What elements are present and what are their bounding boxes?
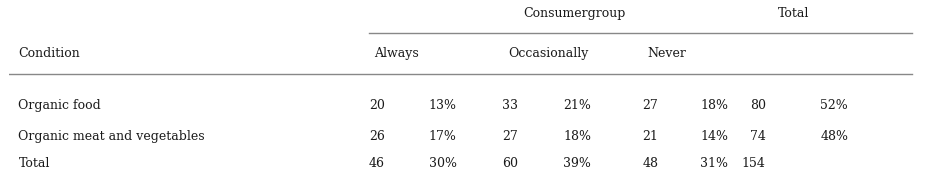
Text: 27: 27 bbox=[643, 99, 658, 112]
Text: 60: 60 bbox=[502, 157, 518, 170]
Text: 20: 20 bbox=[369, 99, 385, 112]
Text: 30%: 30% bbox=[429, 157, 457, 170]
Text: Organic meat and vegetables: Organic meat and vegetables bbox=[19, 130, 205, 143]
Text: 31%: 31% bbox=[700, 157, 728, 170]
Text: Total: Total bbox=[19, 157, 50, 170]
Text: 154: 154 bbox=[742, 157, 765, 170]
Text: 27: 27 bbox=[502, 130, 518, 143]
Text: 21%: 21% bbox=[564, 99, 591, 112]
Text: 48%: 48% bbox=[820, 130, 848, 143]
Text: 46: 46 bbox=[369, 157, 385, 170]
Text: 80: 80 bbox=[750, 99, 765, 112]
Text: 52%: 52% bbox=[820, 99, 848, 112]
Text: 18%: 18% bbox=[700, 99, 728, 112]
Text: Condition: Condition bbox=[19, 47, 80, 60]
Text: 39%: 39% bbox=[564, 157, 591, 170]
Text: 18%: 18% bbox=[564, 130, 591, 143]
Text: Occasionally: Occasionally bbox=[509, 47, 589, 60]
Text: Never: Never bbox=[647, 47, 686, 60]
Text: Organic food: Organic food bbox=[19, 99, 101, 112]
Text: 33: 33 bbox=[502, 99, 518, 112]
Text: 21: 21 bbox=[643, 130, 658, 143]
Text: Consumergroup: Consumergroup bbox=[524, 7, 626, 20]
Text: Total: Total bbox=[777, 7, 809, 20]
Text: 74: 74 bbox=[750, 130, 765, 143]
Text: 26: 26 bbox=[369, 130, 385, 143]
Text: 13%: 13% bbox=[429, 99, 457, 112]
Text: 14%: 14% bbox=[700, 130, 728, 143]
Text: 17%: 17% bbox=[429, 130, 457, 143]
Text: Always: Always bbox=[374, 47, 418, 60]
Text: 48: 48 bbox=[643, 157, 658, 170]
